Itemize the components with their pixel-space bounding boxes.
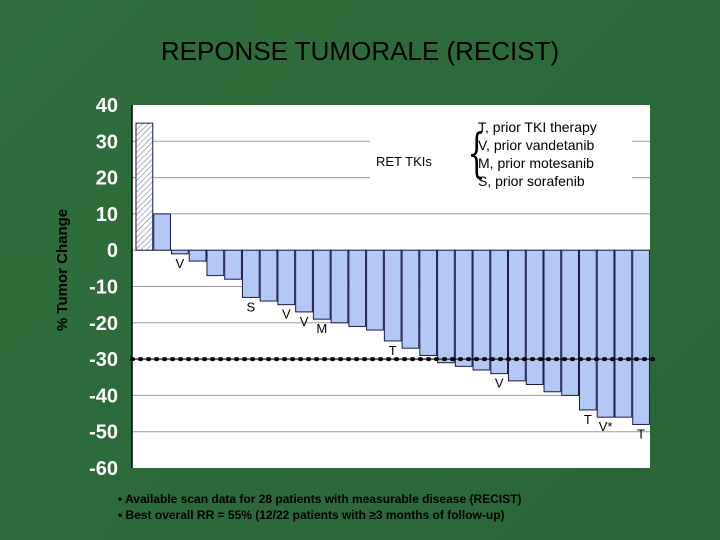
bar <box>312 249 331 320</box>
bar-label: T <box>637 426 645 441</box>
slide-title: REPONSE TUMORALE (RECIST) <box>160 36 560 66</box>
legend-brace: { <box>467 124 486 184</box>
bar <box>419 249 438 356</box>
bar <box>525 249 544 386</box>
bar <box>490 249 509 375</box>
bar <box>241 249 260 298</box>
bar <box>614 249 633 418</box>
bar <box>383 249 402 342</box>
bar <box>259 249 278 302</box>
bar-label: M <box>316 321 327 336</box>
bar-label: V <box>495 376 504 391</box>
legend-item-v: V, prior vandetanib <box>478 137 595 153</box>
bar <box>277 249 296 306</box>
legend-group-label: RET TKIs <box>376 154 432 169</box>
note-response-rate: • Best overall RR = 55% (12/22 patients … <box>118 508 505 522</box>
bar <box>366 249 384 331</box>
legend-item-m: M, prior motesanib <box>478 155 594 171</box>
bar <box>437 249 455 364</box>
bar <box>153 213 171 251</box>
y-tick-label: -30 <box>89 349 118 371</box>
bar <box>401 249 420 349</box>
bar-label: V <box>282 307 291 322</box>
y-tick-label: 30 <box>96 131 118 153</box>
bar <box>295 249 313 313</box>
y-tick-label: -60 <box>89 458 118 480</box>
y-tick-label: -40 <box>89 385 118 407</box>
bar-label: V* <box>599 419 613 434</box>
bar <box>561 249 579 396</box>
bar <box>472 249 491 371</box>
note-scan-data: • Available scan data for 28 patients wi… <box>118 492 522 506</box>
slide-notes: • Available scan data for 28 patients wi… <box>118 491 521 523</box>
legend-item-s: S, prior sorafenib <box>478 173 585 189</box>
bar-label: T <box>584 412 592 427</box>
bar <box>188 249 207 262</box>
y-tick-label: 40 <box>96 95 118 117</box>
legend-item-t: T, prior TKI therapy <box>478 119 597 135</box>
bar <box>224 249 242 280</box>
legend: RET TKIs { T, prior TKI therapy V, prior… <box>370 114 632 196</box>
y-tick-label: 20 <box>96 168 118 190</box>
bar-label: V <box>176 256 185 271</box>
y-tick-label: -10 <box>89 277 118 299</box>
bar-label: T <box>389 343 397 358</box>
bar <box>206 249 225 277</box>
y-tick-label: 10 <box>96 204 118 226</box>
bar <box>508 249 526 382</box>
bar <box>170 249 189 255</box>
bar <box>632 249 650 425</box>
bar <box>135 122 154 251</box>
y-axis-title: % Tumor Change <box>54 209 71 331</box>
y-tick-label: 0 <box>107 240 118 262</box>
bar <box>454 249 473 367</box>
bar <box>596 249 615 418</box>
bar <box>578 249 597 411</box>
bar <box>543 249 562 393</box>
bar <box>348 249 367 327</box>
legend-items: T, prior TKI therapy V, prior vandetanib… <box>478 118 597 190</box>
y-tick-label: -50 <box>89 422 118 444</box>
bar-label: S <box>246 299 255 314</box>
y-tick-label: -20 <box>89 313 118 335</box>
bar <box>330 249 349 324</box>
bar-label: V <box>300 314 309 329</box>
